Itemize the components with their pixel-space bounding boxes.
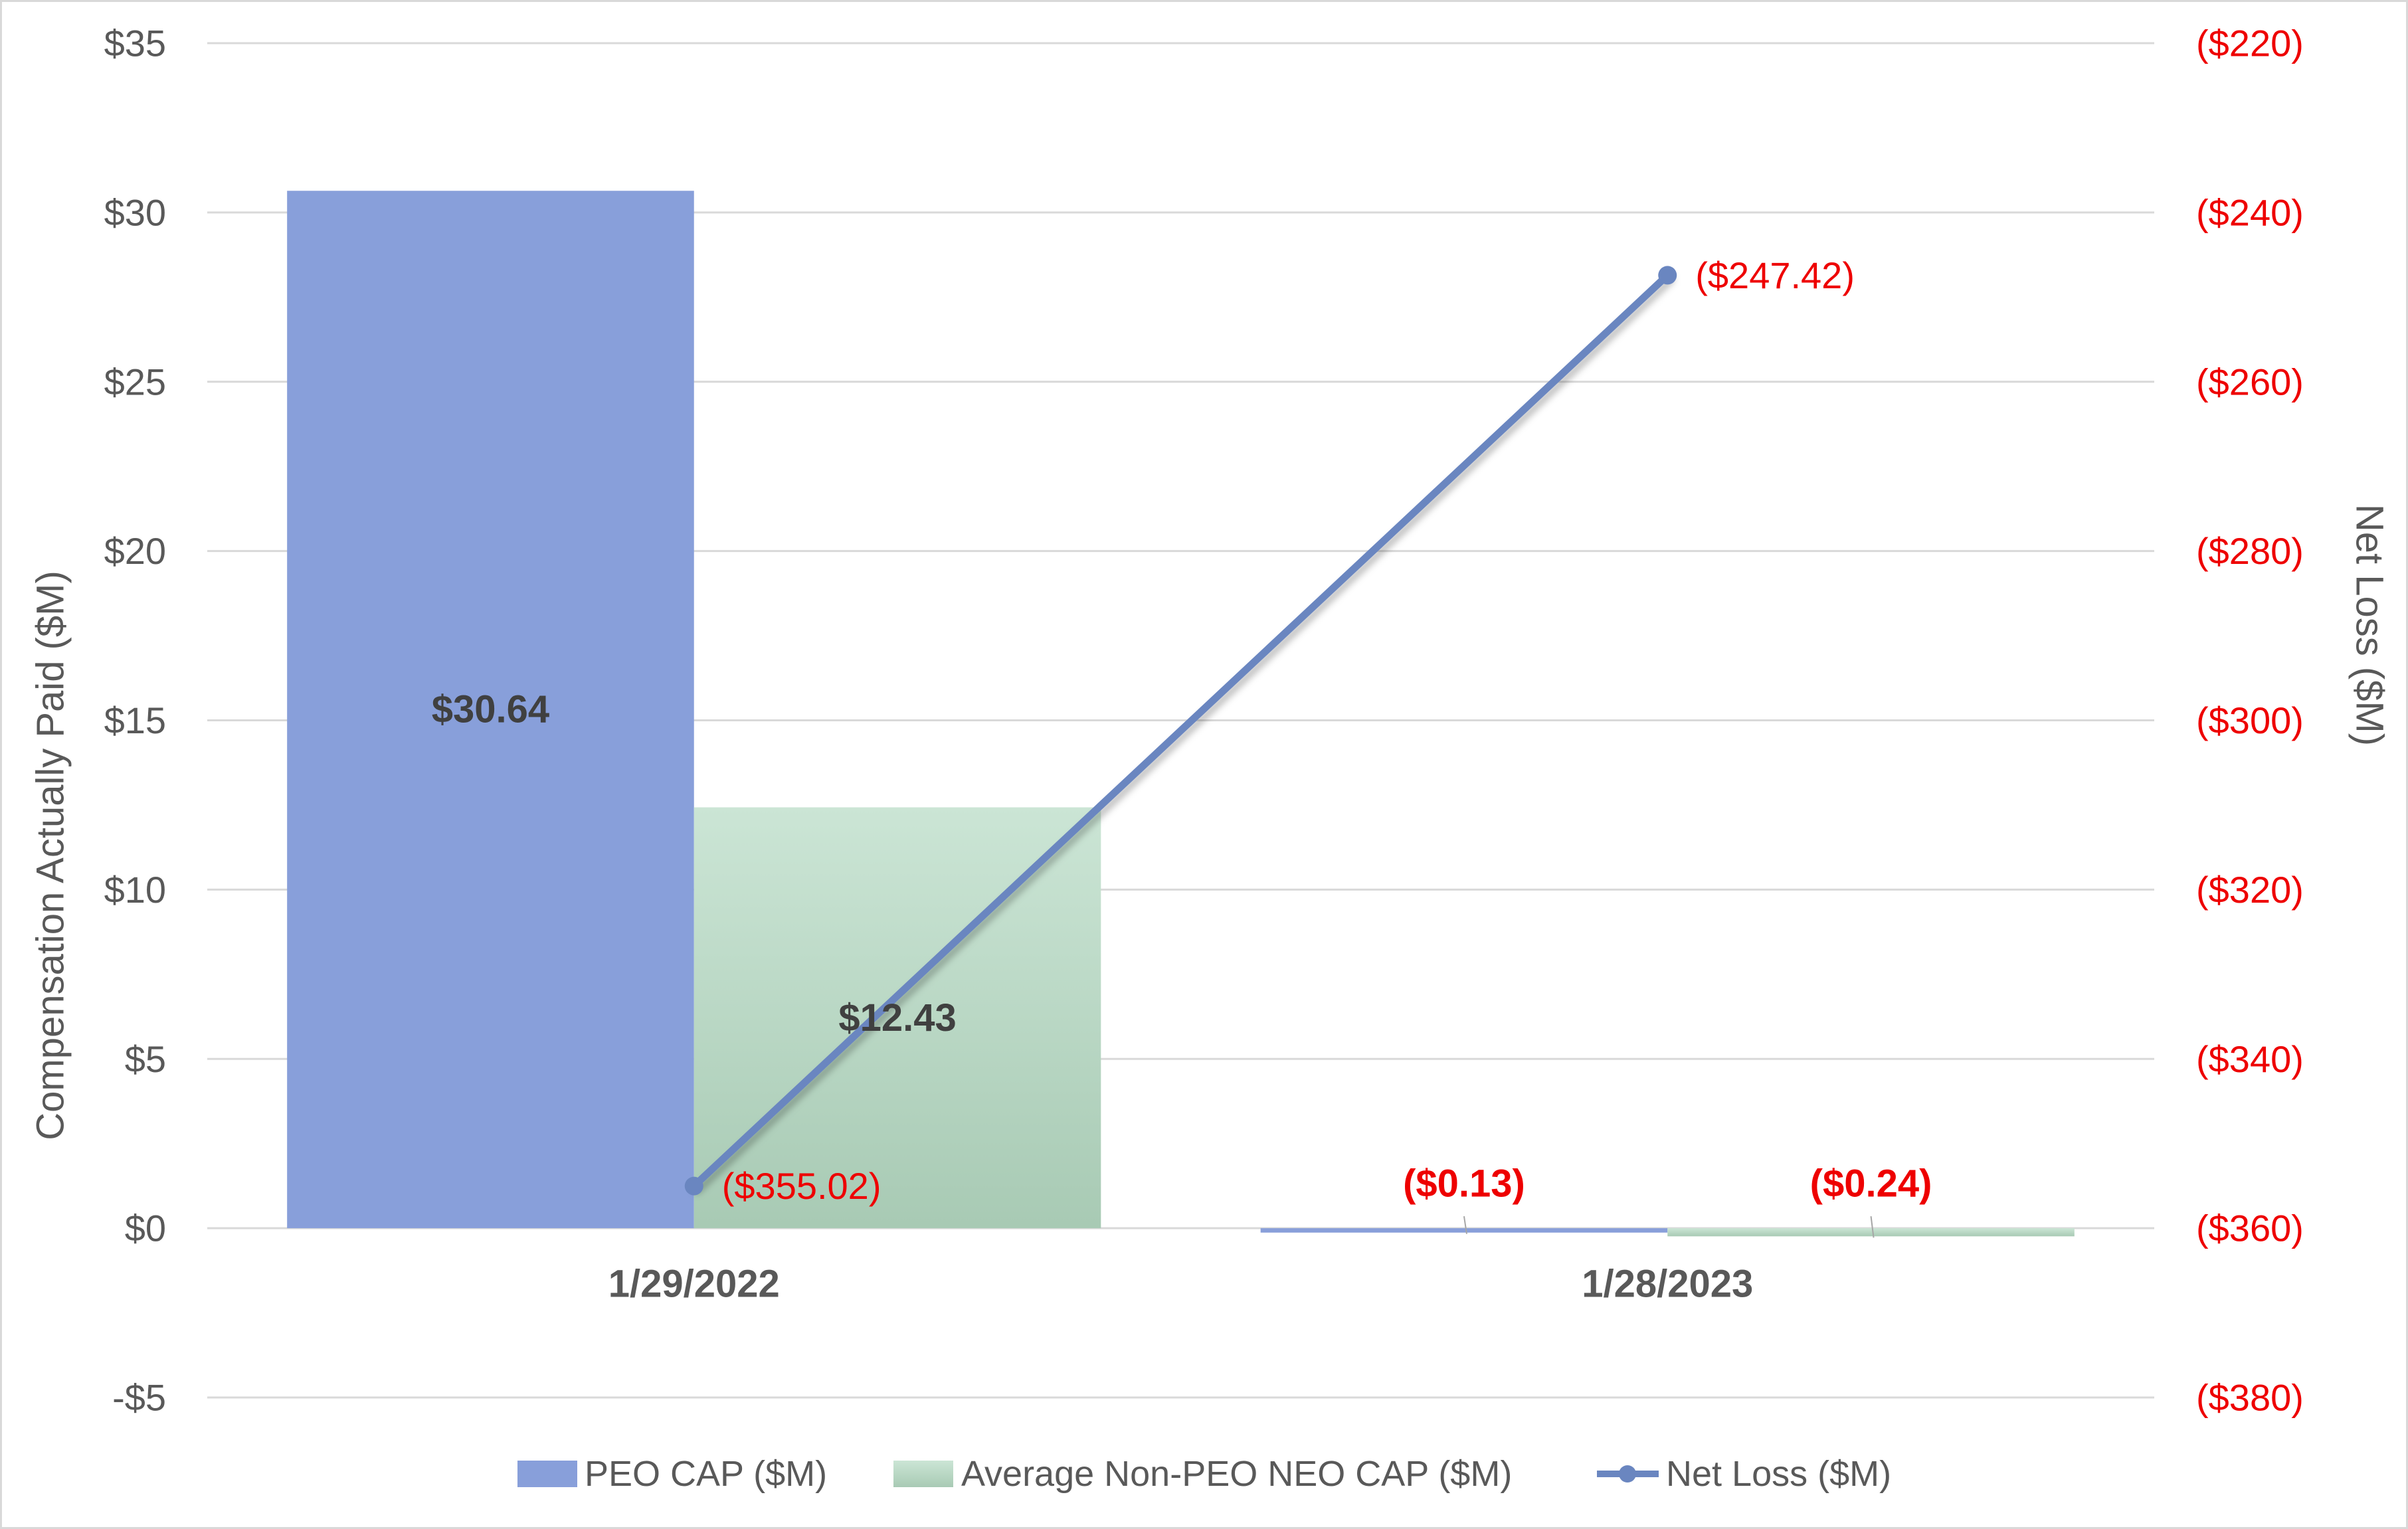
bar-average-non-peo-neo-cap	[694, 807, 1101, 1229]
y-left-tick-label: $25	[104, 361, 166, 403]
legend: PEO CAP ($M) Average Non-PEO NEO CAP ($M)…	[517, 1454, 1891, 1494]
leader-line	[1870, 1216, 1875, 1238]
line-data-label: ($355.02)	[722, 1165, 881, 1207]
y-left-tick-label: $5	[125, 1038, 166, 1080]
y-left-tick-label: $20	[104, 530, 166, 572]
x-axis: 1/29/2022 1/28/2023	[608, 1263, 1754, 1306]
y-left-axis-title: Compensation Actually Paid ($M)	[29, 571, 72, 1140]
y-left-tick-label: $35	[104, 23, 166, 64]
bar-average-non-peo-neo-cap	[1667, 1228, 2075, 1237]
line-series	[684, 266, 1677, 1196]
y-left-axis: $35 $30 $25 $20 $15 $10 $5 $0 -$5	[104, 23, 166, 1419]
legend-label: Net Loss ($M)	[1666, 1454, 1891, 1494]
x-category-label: 1/28/2023	[1582, 1263, 1753, 1306]
bar-data-label: $12.43	[838, 996, 956, 1039]
data-labels: $30.64 ($0.13) $12.43 ($0.24) ($355.02) ($247…	[432, 254, 1932, 1238]
y-right-tick-label: ($280)	[2196, 530, 2304, 572]
marker-net-loss	[1658, 266, 1677, 285]
y-left-tick-label: -$5	[112, 1377, 166, 1419]
y-right-axis-title: Net Loss ($M)	[2348, 504, 2391, 746]
bar-data-label: $30.64	[432, 688, 549, 731]
bar-data-label: ($0.13)	[1403, 1162, 1525, 1206]
marker-net-loss	[684, 1176, 703, 1196]
legend-item-net-loss: Net Loss ($M)	[1597, 1454, 1891, 1494]
bar-peo-cap	[287, 191, 694, 1229]
legend-marker-net-loss	[1619, 1465, 1636, 1483]
legend-item-average-non-peo-neo-cap: Average Non-PEO NEO CAP ($M)	[893, 1454, 1512, 1494]
line-net-loss	[690, 271, 1671, 1190]
y-right-tick-label: ($380)	[2196, 1377, 2304, 1419]
y-right-tick-label: ($360)	[2196, 1208, 2304, 1249]
legend-swatch-average-non-peo-neo-cap	[893, 1461, 953, 1487]
line-data-label: ($247.42)	[1695, 254, 1855, 296]
legend-item-peo-cap: PEO CAP ($M)	[517, 1454, 827, 1494]
y-right-tick-label: ($260)	[2196, 361, 2304, 403]
leader-line	[1463, 1215, 1467, 1234]
y-right-axis: ($220) ($240) ($260) ($280) ($300) ($320) ($34…	[2196, 23, 2304, 1419]
y-right-tick-label: ($220)	[2196, 23, 2304, 64]
y-right-tick-label: ($340)	[2196, 1038, 2304, 1080]
bar-peo-cap	[1260, 1228, 1668, 1233]
bar-data-label: ($0.24)	[1810, 1162, 1932, 1206]
legend-swatch-peo-cap	[517, 1461, 577, 1487]
y-left-tick-label: $30	[104, 191, 166, 233]
x-category-label: 1/29/2022	[608, 1263, 780, 1306]
y-right-tick-label: ($320)	[2196, 869, 2304, 911]
legend-label: Average Non-PEO NEO CAP ($M)	[961, 1454, 1512, 1494]
legend-label: PEO CAP ($M)	[585, 1454, 827, 1494]
y-left-tick-label: $10	[104, 869, 166, 911]
y-left-tick-label: $0	[125, 1208, 166, 1249]
y-left-tick-label: $15	[104, 699, 166, 741]
y-right-tick-label: ($240)	[2196, 191, 2304, 233]
y-right-tick-label: ($300)	[2196, 699, 2304, 741]
bars	[287, 191, 2075, 1237]
